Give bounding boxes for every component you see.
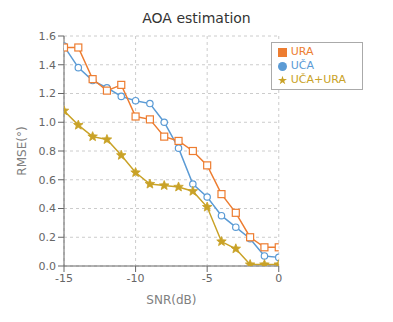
svg-text:0.2: 0.2 [39,231,57,244]
svg-text:RMSE(°): RMSE(°) [15,126,29,175]
svg-text:SNR(dB): SNR(dB) [146,293,196,307]
html-text:AOA estimation: AOA estimation [142,10,251,26]
svg-text:0: 0 [275,272,282,285]
svg-text:1.4: 1.4 [39,59,57,72]
svg-text:0.6: 0.6 [39,174,57,187]
svg-text:-10: -10 [127,272,145,285]
svg-text:0.8: 0.8 [39,145,57,158]
svg-text:0.0: 0.0 [39,260,57,273]
html-text:UČA: UČA [290,59,314,72]
html-text:URA: URA [290,45,314,58]
html-text:UČA+URA: UČA+URA [290,73,346,86]
svg-text:0.4: 0.4 [39,202,57,215]
svg-text:-5: -5 [202,272,213,285]
svg-text:1.6: 1.6 [39,30,57,43]
svg-text:1.0: 1.0 [39,116,57,129]
svg-text:1.2: 1.2 [39,87,57,100]
svg-text:-15: -15 [55,272,73,285]
